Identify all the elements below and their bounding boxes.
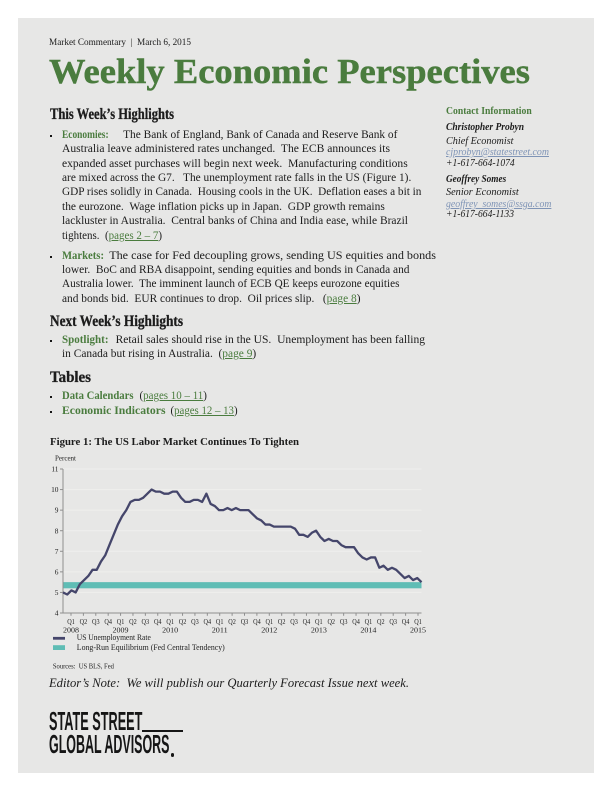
svg-text:Q1: Q1 xyxy=(365,617,373,626)
svg-text:Q1: Q1 xyxy=(117,617,125,626)
svg-text:2014: 2014 xyxy=(360,625,376,634)
svg-text:Q3: Q3 xyxy=(290,617,298,626)
svg-text:Q1: Q1 xyxy=(315,617,323,626)
svg-text:2011: 2011 xyxy=(212,625,228,634)
svg-text:Q3: Q3 xyxy=(92,617,100,626)
svg-text:Q1: Q1 xyxy=(67,617,75,626)
svg-text:Sources: US BLS, Fed: Sources: US BLS, Fed xyxy=(53,662,114,671)
svg-text:2008: 2008 xyxy=(63,625,79,634)
svg-text:Q4: Q4 xyxy=(154,617,162,626)
svg-text:Q4: Q4 xyxy=(352,617,360,626)
svg-text:Q2: Q2 xyxy=(129,617,137,626)
svg-text:Q1: Q1 xyxy=(414,617,422,626)
svg-text:6: 6 xyxy=(55,567,59,576)
svg-text:2015: 2015 xyxy=(410,625,426,634)
svg-text:9: 9 xyxy=(55,506,59,515)
svg-text:7: 7 xyxy=(55,547,59,556)
svg-text:2010: 2010 xyxy=(162,625,178,634)
svg-text:Percent: Percent xyxy=(55,455,76,463)
svg-text:Q3: Q3 xyxy=(241,617,249,626)
svg-text:5: 5 xyxy=(55,588,59,597)
svg-text:Q2: Q2 xyxy=(327,617,335,626)
svg-text:Q2: Q2 xyxy=(278,617,286,626)
svg-text:US Unemployment Rate: US Unemployment Rate xyxy=(77,633,151,642)
svg-text:Q4: Q4 xyxy=(303,617,311,626)
svg-text:2013: 2013 xyxy=(311,625,327,634)
svg-text:Q1: Q1 xyxy=(265,617,273,626)
svg-text:2009: 2009 xyxy=(113,625,129,634)
svg-text:Q3: Q3 xyxy=(340,617,348,626)
svg-text:Q1: Q1 xyxy=(166,617,174,626)
svg-text:10: 10 xyxy=(51,485,59,494)
svg-text:Q4: Q4 xyxy=(204,617,212,626)
svg-text:Q4: Q4 xyxy=(402,617,410,626)
svg-text:Long-Run Equilibrium (Fed Cent: Long-Run Equilibrium (Fed Central Tenden… xyxy=(77,643,225,652)
svg-text:Q2: Q2 xyxy=(228,617,236,626)
svg-text:Q1: Q1 xyxy=(216,617,224,626)
svg-text:Q2: Q2 xyxy=(377,617,385,626)
svg-text:2012: 2012 xyxy=(261,625,277,634)
svg-text:4: 4 xyxy=(55,609,59,618)
svg-text:Q4: Q4 xyxy=(253,617,261,626)
svg-text:Q2: Q2 xyxy=(80,617,88,626)
svg-text:Q3: Q3 xyxy=(191,617,199,626)
svg-text:11: 11 xyxy=(51,465,58,474)
svg-text:Q2: Q2 xyxy=(179,617,187,626)
svg-text:8: 8 xyxy=(55,526,59,535)
svg-text:Q4: Q4 xyxy=(104,617,112,626)
svg-text:Q3: Q3 xyxy=(142,617,150,626)
svg-text:Q3: Q3 xyxy=(389,617,397,626)
